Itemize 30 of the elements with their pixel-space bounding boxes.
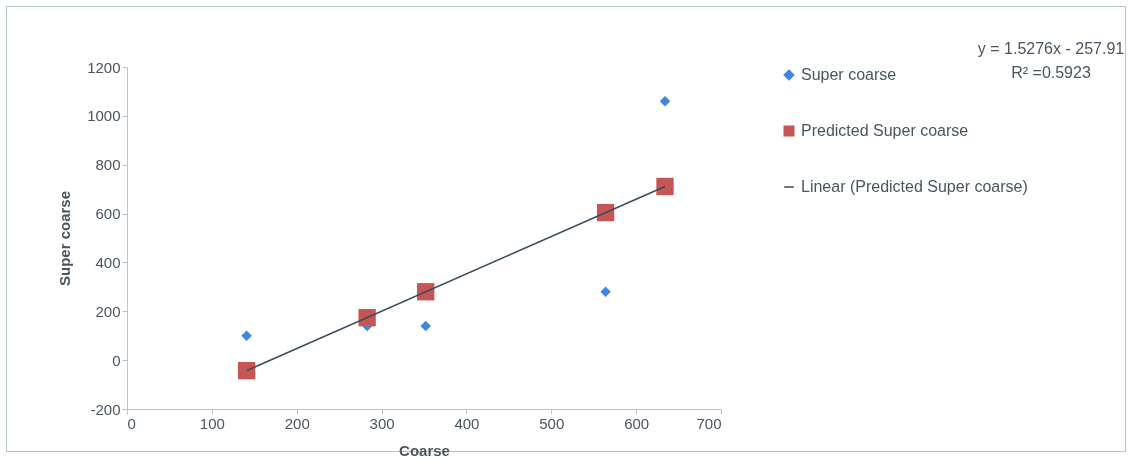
text: y = 1.5276x - 257.91 [977,40,1125,57]
y-axis-title: Super coarse [56,190,74,287]
point [241,330,252,341]
x-tick-label: 400 [454,414,480,432]
text: R² =0.5923 [1011,64,1091,81]
point [659,95,671,107]
x-tick-label: 700 [696,414,722,432]
x-tick-label: 600 [624,414,650,432]
point [358,308,376,327]
legend-label: Predicted Super coarse [801,122,969,139]
x-axis-title: Coarse [399,441,450,459]
x-tick-label: 500 [539,414,565,432]
y-tick-label: 400 [95,253,121,271]
x-tick-label: 100 [199,414,225,432]
y-tick-label: 1200 [87,58,121,76]
y-tick-label: -200 [90,400,121,418]
x-tick-label: 200 [284,414,310,432]
y-tick-label: 1000 [87,107,121,125]
point [600,286,611,297]
y-tick-label: 200 [95,302,121,320]
x-tick-label: 0 [127,414,136,432]
y-tick-label: 600 [95,205,121,223]
legend-label: Linear (Predicted Super coarse) [801,178,1028,195]
point [420,320,431,332]
point [237,361,256,380]
point [656,177,674,196]
x-tick-label: 300 [369,414,395,432]
legend-label: Super coarse [801,66,897,83]
y-tick-label: 0 [112,351,121,369]
y-tick-label: 800 [95,156,121,174]
